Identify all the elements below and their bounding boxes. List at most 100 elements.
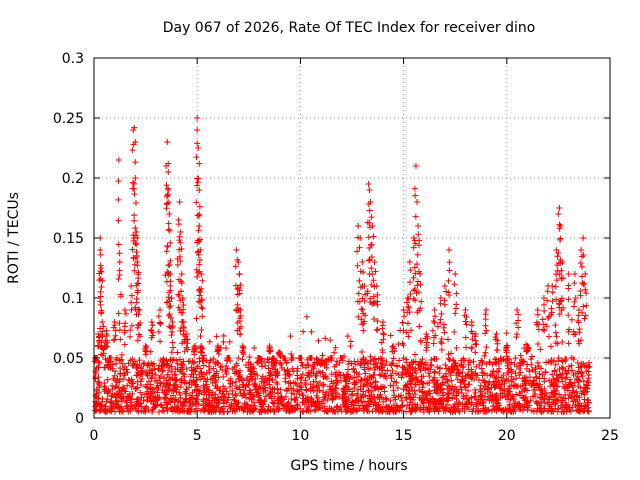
data-point-streak <box>193 315 200 322</box>
data-point <box>394 404 401 411</box>
y-tick-label: 0.2 <box>62 171 84 187</box>
data-point-streak <box>237 331 244 338</box>
data-point-streak <box>373 327 380 334</box>
data-point <box>512 355 519 362</box>
data-point-streak <box>438 336 445 343</box>
data-point <box>225 390 232 397</box>
data-point-streak <box>169 328 176 335</box>
data-point-streak <box>196 236 203 243</box>
data-point-streak <box>99 328 106 335</box>
data-point <box>197 376 204 383</box>
data-point-streak <box>581 315 588 322</box>
data-point <box>396 357 403 364</box>
data-point <box>293 402 300 409</box>
data-point <box>554 396 561 403</box>
data-point <box>545 407 552 414</box>
data-point <box>443 376 450 383</box>
data-point-streak <box>556 271 563 278</box>
data-point-streak <box>234 301 241 308</box>
data-point-streak <box>127 327 134 334</box>
data-point <box>379 347 386 354</box>
data-point <box>539 371 546 378</box>
data-point-peak <box>133 229 140 235</box>
data-point-streak <box>197 288 204 295</box>
data-point <box>459 378 466 385</box>
data-point-streak <box>97 301 104 308</box>
x-tick-label: 15 <box>395 428 413 444</box>
data-point <box>581 405 588 412</box>
data-point <box>254 372 261 379</box>
data-point-streak <box>194 182 201 189</box>
data-point-streak <box>360 327 367 334</box>
data-point <box>575 408 582 415</box>
data-point <box>112 377 119 384</box>
data-point <box>174 349 181 356</box>
data-point <box>516 392 523 399</box>
data-point <box>200 396 207 403</box>
data-point <box>487 389 494 396</box>
data-point-streak <box>115 196 122 203</box>
data-point-peak <box>556 205 563 211</box>
data-point <box>362 370 369 377</box>
data-point <box>283 403 290 410</box>
data-point <box>370 401 377 408</box>
data-point <box>195 388 202 395</box>
data-point-streak <box>422 335 429 342</box>
data-point <box>262 393 269 400</box>
data-point-streak <box>572 294 579 301</box>
data-point-streak <box>135 280 142 287</box>
data-point-streak <box>482 330 489 337</box>
data-point <box>130 361 137 368</box>
data-point <box>168 368 175 375</box>
data-point <box>339 395 346 402</box>
data-point <box>342 382 349 389</box>
data-point <box>149 408 156 415</box>
data-point <box>332 385 339 392</box>
data-point <box>560 365 567 372</box>
data-point <box>446 367 453 374</box>
data-point-peak <box>235 259 242 265</box>
data-point <box>478 388 485 395</box>
data-point-streak <box>544 297 551 304</box>
data-point <box>102 356 109 363</box>
x-tick-label: 5 <box>193 428 202 444</box>
data-point <box>442 361 449 368</box>
data-point-streak <box>443 288 450 295</box>
data-point <box>121 387 128 394</box>
data-point-streak <box>545 315 552 322</box>
data-point <box>424 380 431 387</box>
data-point <box>138 394 145 401</box>
data-point <box>245 381 252 388</box>
data-point <box>113 355 120 362</box>
data-point <box>343 383 350 390</box>
data-point-peak <box>121 307 128 313</box>
data-point <box>363 382 370 389</box>
data-point <box>546 393 553 400</box>
data-point <box>294 387 301 394</box>
data-point <box>267 385 274 392</box>
data-point <box>495 374 502 381</box>
data-point <box>275 407 282 414</box>
data-point <box>510 382 517 389</box>
data-point-streak <box>580 303 587 310</box>
data-point-streak <box>407 279 414 286</box>
data-point <box>517 360 524 367</box>
data-point-streak <box>546 333 553 340</box>
data-point-streak <box>191 351 198 358</box>
data-point <box>463 392 470 399</box>
data-point-streak <box>193 199 200 206</box>
data-point <box>323 364 330 371</box>
data-point-streak <box>370 293 377 300</box>
data-point <box>511 400 518 407</box>
data-point <box>282 378 289 385</box>
data-point <box>585 404 592 411</box>
data-point <box>438 400 445 407</box>
data-point <box>261 396 268 403</box>
data-point <box>534 405 541 412</box>
x-axis-label: GPS time / hours <box>290 458 407 474</box>
data-point <box>200 362 207 369</box>
data-point-streak <box>558 267 565 274</box>
data-point <box>456 399 463 406</box>
data-point-streak <box>547 343 554 350</box>
data-point-streak <box>130 179 137 186</box>
